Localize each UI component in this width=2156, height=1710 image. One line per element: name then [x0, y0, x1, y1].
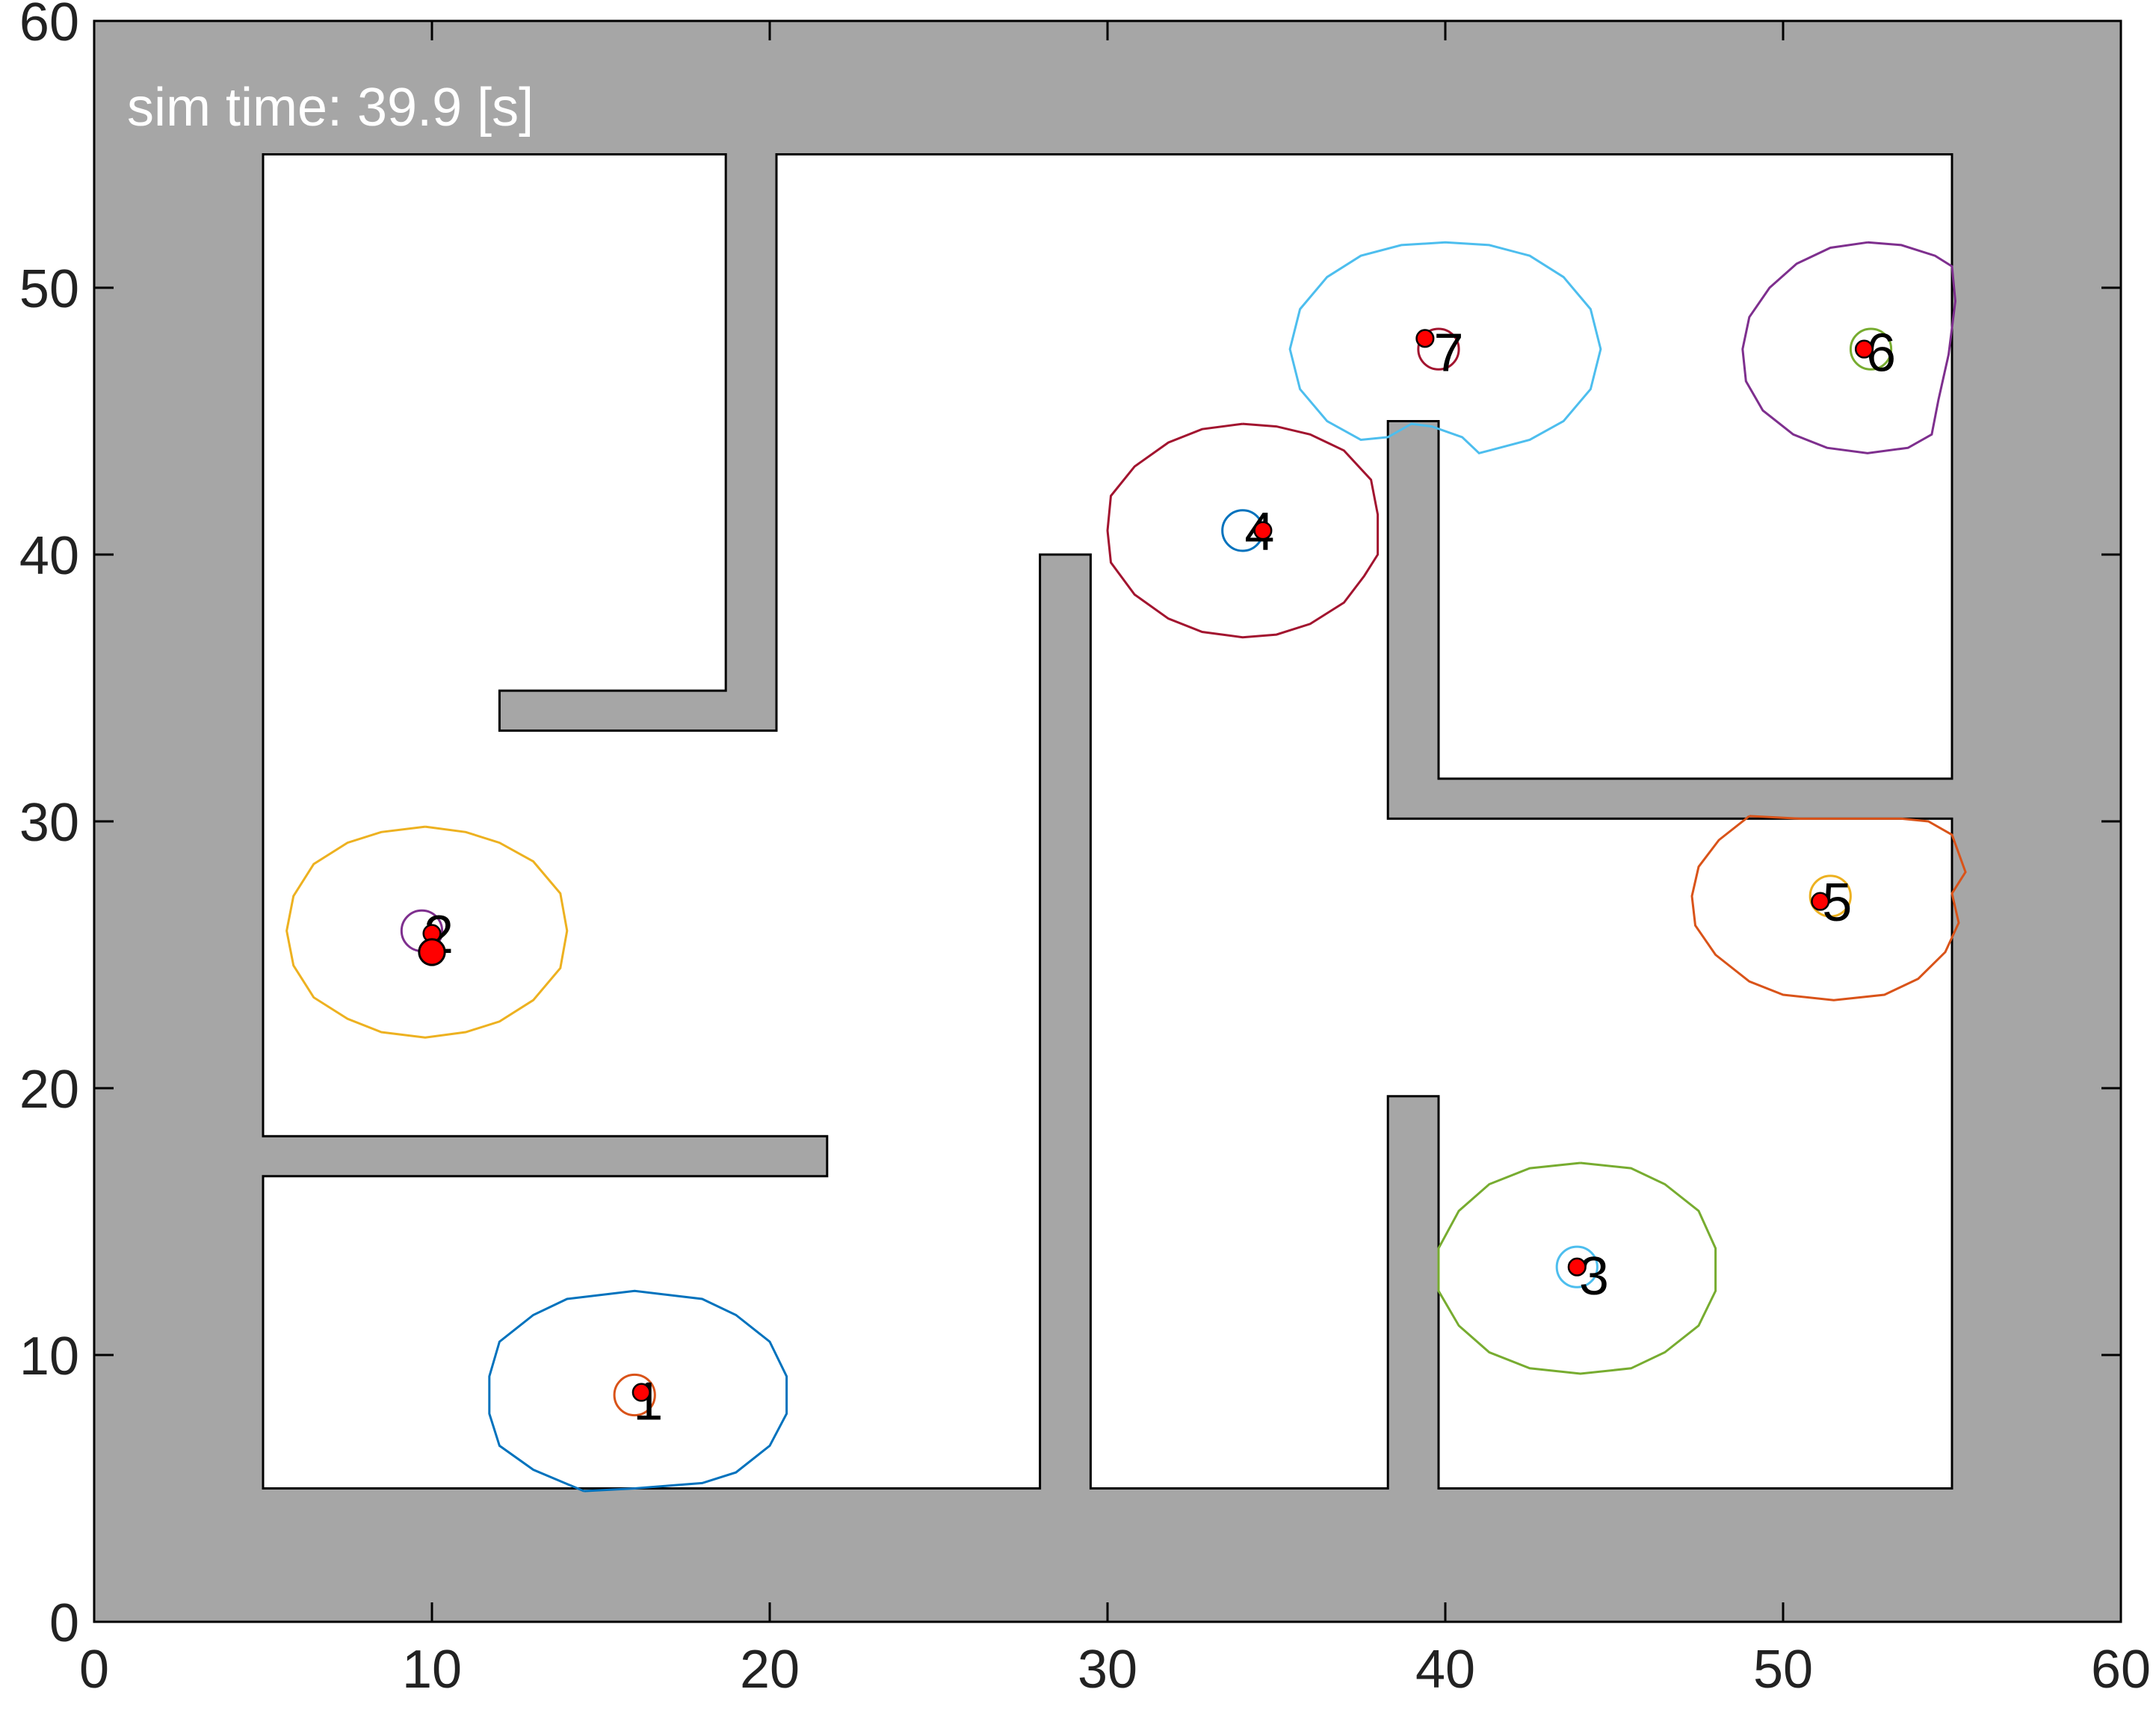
x-tick-label: 10	[402, 1640, 462, 1700]
robot-5	[1811, 892, 1830, 911]
x-tick-label: 50	[1753, 1640, 1813, 1700]
x-tick-label: 60	[2091, 1640, 2151, 1700]
goal-marker-3	[1555, 1245, 1599, 1288]
y-tick-label: 60	[19, 0, 79, 52]
y-tick-label: 10	[19, 1327, 79, 1386]
robot-3	[1567, 1257, 1587, 1277]
agents-layer: 1 2 3 4 5 6 7	[285, 241, 1967, 1493]
robot-6	[1854, 339, 1874, 359]
agent-label-7: 7	[1433, 324, 1463, 383]
axis-ticks: 0 10 20 30 40 50 60 0 10 20 30 40 50 60	[19, 0, 2151, 1700]
goal-marker-7	[1417, 327, 1460, 371]
y-tick-label: 0	[49, 1593, 79, 1653]
x-tick-label: 40	[1415, 1640, 1475, 1700]
goal-marker-1	[613, 1373, 656, 1417]
goal-marker-6	[1849, 327, 1893, 371]
agent-label-1: 1	[633, 1372, 663, 1432]
x-tick-label: 20	[740, 1640, 800, 1700]
y-tick-label: 30	[19, 793, 79, 853]
y-tick-label: 40	[19, 526, 79, 586]
agent-3: 3	[1437, 1161, 1717, 1375]
sensor-range-5	[1690, 815, 1967, 1001]
y-tick-label: 20	[19, 1060, 79, 1120]
x-tick-label: 0	[79, 1640, 109, 1700]
sensor-range-1	[488, 1289, 788, 1493]
robot-4	[1253, 521, 1273, 540]
agent-6: 6	[1741, 241, 1957, 454]
agent-5: 5	[1690, 815, 1967, 1001]
agent-2-body	[418, 938, 446, 966]
robot-2-body	[418, 938, 446, 966]
sensor-range-3	[1437, 1161, 1717, 1375]
agent-label-3: 3	[1579, 1247, 1609, 1306]
agent-2: 2	[285, 825, 569, 1039]
robot-7	[1415, 329, 1435, 348]
map-plot-area	[93, 19, 2122, 1623]
x-tick-label: 30	[1078, 1640, 1137, 1700]
goal-marker-5	[1808, 874, 1852, 918]
sensor-range-6	[1741, 241, 1957, 454]
sensor-range-2	[285, 825, 569, 1039]
robot-1	[631, 1383, 651, 1402]
sim-time-label: sim time: 39.9 [s]	[127, 78, 534, 138]
agent-1: 1	[488, 1289, 788, 1493]
y-tick-label: 50	[19, 259, 79, 319]
sensor-range-4	[1106, 422, 1380, 639]
sensor-range-7	[1288, 241, 1602, 454]
free-space-region	[262, 153, 1953, 1490]
agent-7: 7	[1288, 241, 1602, 454]
agent-4: 4	[1106, 422, 1380, 639]
